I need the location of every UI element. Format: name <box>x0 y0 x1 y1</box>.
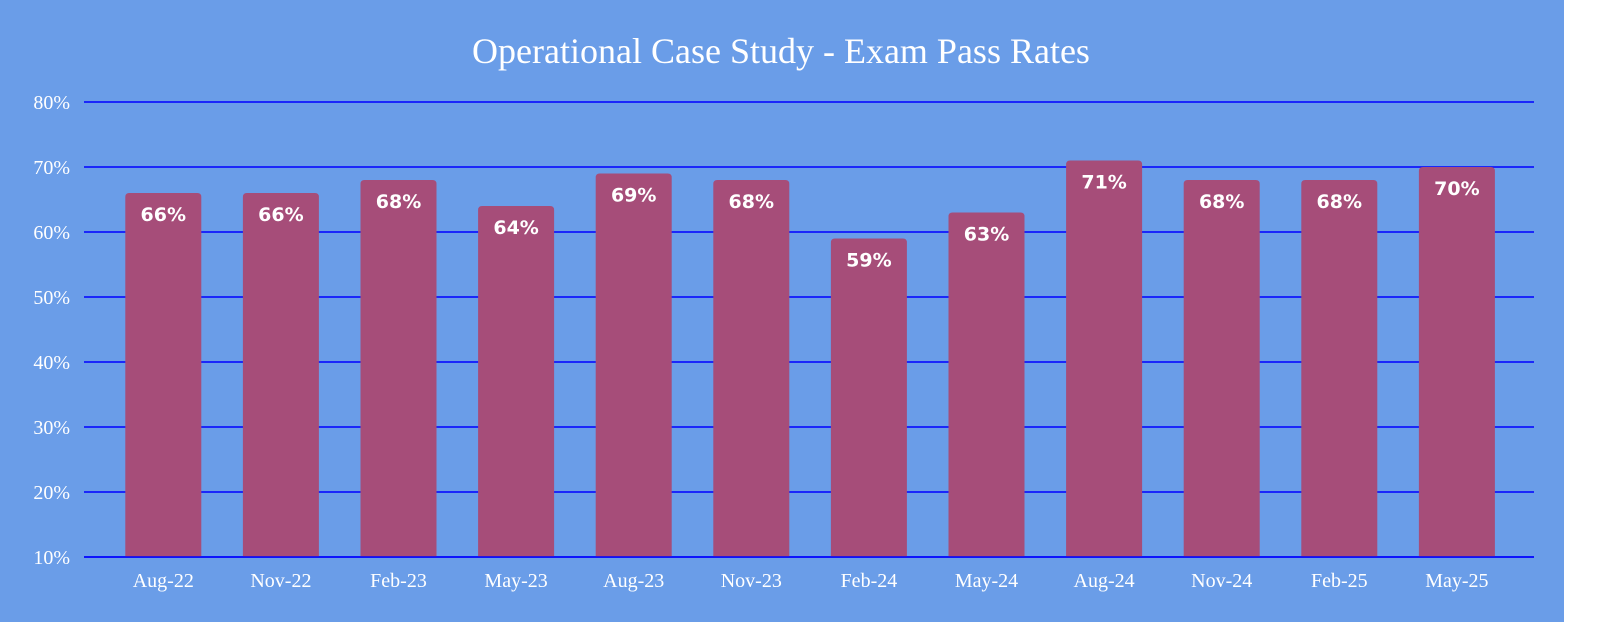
data-label: 64% <box>493 217 538 239</box>
x-tick-label: Aug-22 <box>133 570 194 592</box>
bar <box>478 206 555 557</box>
bar <box>360 180 437 557</box>
y-tick-label: 70% <box>33 157 70 179</box>
data-label: 68% <box>1199 191 1244 213</box>
data-label: 71% <box>1081 172 1126 194</box>
data-label: 63% <box>964 224 1009 246</box>
y-tick-label: 20% <box>33 482 70 504</box>
y-tick-label: 10% <box>33 547 70 569</box>
y-tick-label: 80% <box>33 92 70 114</box>
y-tick-label: 40% <box>33 352 70 374</box>
data-label: 66% <box>141 204 186 226</box>
x-tick-label: Feb-23 <box>370 570 427 592</box>
bar <box>595 173 672 557</box>
x-tick-label: Aug-23 <box>603 570 664 592</box>
bar <box>713 180 790 557</box>
y-tick-label: 60% <box>33 222 70 244</box>
x-tick-label: Nov-22 <box>250 570 311 592</box>
bar <box>830 238 907 557</box>
x-tick-label: Feb-24 <box>841 570 898 592</box>
bar <box>242 193 319 557</box>
x-tick-label: May-25 <box>1425 570 1488 592</box>
x-tick-label: Feb-25 <box>1311 570 1368 592</box>
y-tick-label: 50% <box>33 287 70 309</box>
bar <box>1066 160 1143 557</box>
data-label: 68% <box>376 191 421 213</box>
data-label: 70% <box>1434 178 1479 200</box>
x-tick-label: May-24 <box>955 570 1018 592</box>
bar <box>1183 180 1260 557</box>
bar <box>1301 180 1378 557</box>
data-label: 68% <box>729 191 774 213</box>
data-label: 66% <box>258 204 303 226</box>
bar <box>125 193 202 557</box>
chart-title: Operational Case Study - Exam Pass Rates <box>472 31 1090 71</box>
x-tick-label: May-23 <box>484 570 547 592</box>
x-tick-label: Nov-24 <box>1191 570 1252 592</box>
data-label: 68% <box>1317 191 1362 213</box>
data-label: 69% <box>611 185 656 207</box>
x-tick-label: Nov-23 <box>721 570 782 592</box>
x-tick-label: Aug-24 <box>1074 570 1135 592</box>
data-label: 59% <box>846 250 891 272</box>
bar <box>1418 167 1495 557</box>
y-tick-label: 30% <box>33 417 70 439</box>
bar <box>948 212 1025 557</box>
